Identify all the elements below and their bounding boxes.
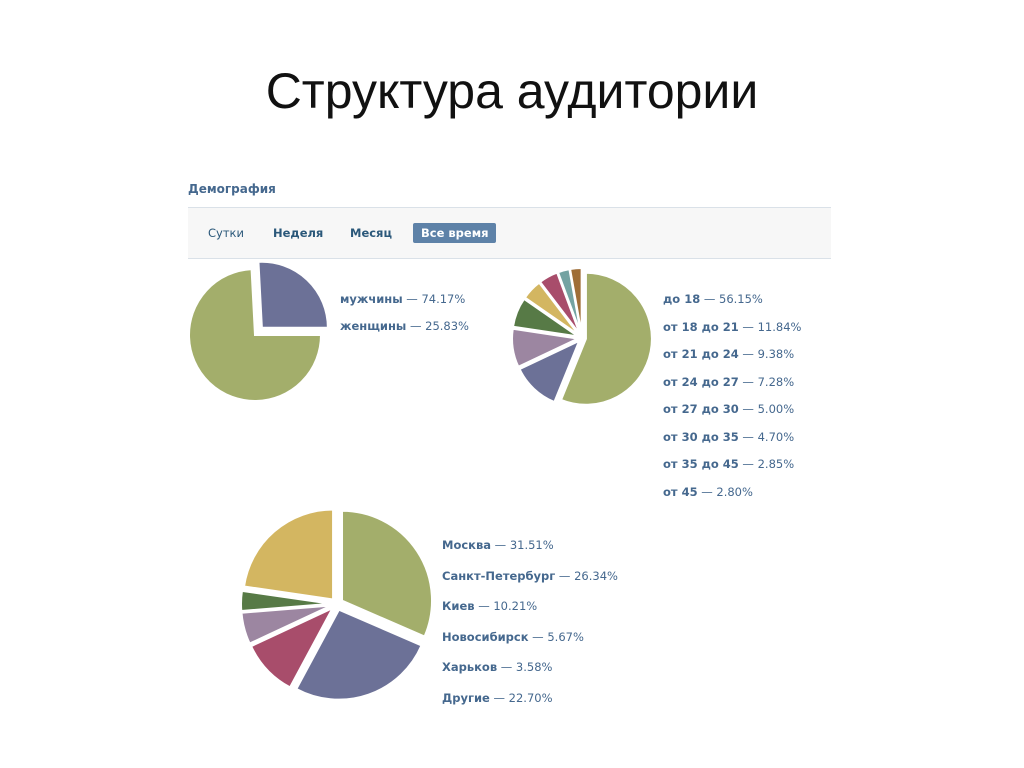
legend-value: — 7.28% [738,374,795,389]
tab-all-time[interactable]: Все время [413,223,497,243]
legend-item: от 30 до 35 — 4.70% [663,430,794,444]
legend-value: — 9.38% [738,347,795,361]
legend-item: от 35 до 45 — 2.85% [663,457,794,471]
legend-value: — 22.70% [489,690,553,705]
legend-label: Новосибирск [442,629,529,644]
pie-slice-от-21-до-24 [511,327,582,369]
tab-week[interactable]: Неделя [273,226,324,240]
legend-value: — 26.34% [555,568,618,583]
pie-slice-от-24-до-27 [511,297,579,338]
legend-value: — 10.21% [474,599,538,613]
pie-chart-city [240,508,433,701]
legend-value: — 31.51% [491,538,554,552]
legend-item: от 21 до 24 — 9.38% [663,347,794,361]
legend-item: от 24 до 27 — 7.28% [663,375,794,389]
legend-item: женщины — 25.83% [340,319,469,333]
pie-slice-мужчины [188,268,323,402]
legend-label: от 21 до 24 [663,347,739,361]
pie-chart-age [511,267,653,406]
legend-label: Другие [442,690,490,705]
legend-item: от 27 до 30 — 5.00% [663,402,794,416]
legend-value: — 3.58% [497,660,553,674]
legend-item: от 18 до 21 — 11.84% [663,320,801,334]
legend-item: Санкт-Петербург — 26.34% [442,569,618,583]
legend-label: Харьков [442,660,498,674]
legend-item: Новосибирск — 5.67% [442,630,584,644]
legend-item: от 45 — 2.80% [663,485,753,499]
legend-value: — 4.70% [738,429,795,444]
pie-slice-до-18 [559,271,653,406]
legend-label: Киев [442,599,475,613]
legend-label: до 18 [663,292,701,306]
legend-value: — 25.83% [406,319,469,333]
legend-label: от 35 до 45 [663,457,739,471]
legend-value: — 2.80% [697,484,753,499]
pie-slice-от-27-до-30 [523,281,580,337]
legend-item: Другие — 22.70% [442,691,553,705]
pie-slice-харьков [240,589,332,613]
pie-slice-санкт-петербург [295,608,423,701]
pie-slice-женщины [257,260,329,329]
legend-item: Киев — 10.21% [442,599,537,613]
pie-slice-новосибирск [240,604,332,645]
legend-item: до 18 — 56.15% [663,292,763,306]
legend-item: Москва — 31.51% [442,538,554,552]
legend-label: женщины [340,319,407,333]
legend-label: мужчины [340,292,403,306]
legend-value: — 11.84% [738,319,802,334]
pie-slice-киев [249,605,335,689]
legend-label: Санкт-Петербург [442,568,556,583]
legend-value: — 74.17% [402,292,466,306]
legend-label: от 24 до 27 [663,374,739,389]
tab-month[interactable]: Месяц [350,226,392,240]
legend-value: — 2.85% [738,457,795,471]
pie-slice-москва [341,509,433,638]
pie-chart-gender [188,260,329,402]
legend-label: от 45 [663,484,698,499]
pie-slice-другие [242,508,335,601]
tab-day[interactable]: Сутки [208,226,244,240]
pie-slice-от-18-до-21 [518,338,582,404]
legend-item: Харьков — 3.58% [442,660,552,674]
legend-value: — 5.67% [528,629,584,644]
legend-label: от 27 до 30 [663,402,739,416]
section-title: Демография [188,182,276,196]
legend-label: от 30 до 35 [663,429,739,444]
legend-label: Москва [442,538,492,552]
period-tab-bar: Сутки Неделя Месяц Все время [188,207,831,259]
slide-title: Структура аудитории [265,63,759,119]
legend-label: от 18 до 21 [663,319,739,334]
legend-value: — 5.00% [738,402,795,416]
legend-value: — 56.15% [700,292,763,306]
legend-item: мужчины — 74.17% [340,292,465,306]
pie-slice-от-45 [568,267,583,335]
